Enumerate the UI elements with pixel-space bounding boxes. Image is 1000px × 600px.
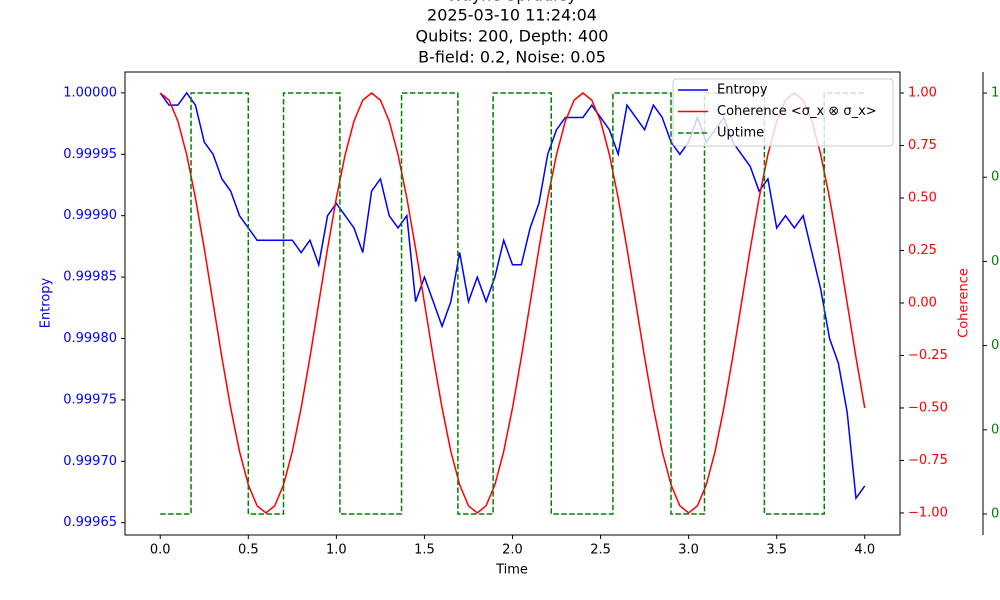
chart-title: Wayne Spradley <box>447 0 577 5</box>
legend-label: Uptime <box>717 126 764 141</box>
x-tick-label: 0.0 <box>150 543 171 558</box>
data-line <box>159 91 866 501</box>
y-tick-label: 0.99980 <box>63 331 117 346</box>
y2-tick-label: 0.00 <box>908 295 937 310</box>
y-tick-label: 0.99970 <box>63 454 117 469</box>
y3-tick-label: 0.8 <box>991 170 1000 185</box>
data-line <box>160 92 865 515</box>
y-tick-label: 0.99985 <box>63 270 117 285</box>
chart-title: 2025-03-10 11:24:04 <box>427 6 597 25</box>
chart-title: B-field: 0.2, Noise: 0.05 <box>418 48 606 67</box>
x-tick-label: 2.0 <box>502 543 523 558</box>
y3-tick-label: 0.2 <box>991 422 1000 437</box>
y3-tick-label: 1.0 <box>991 86 1000 101</box>
y2-tick-label: −0.25 <box>908 348 948 363</box>
y2-tick-label: −1.00 <box>908 505 948 520</box>
y2-tick-label: 1.00 <box>908 85 937 100</box>
x-tick-label: 3.0 <box>678 543 699 558</box>
y2-tick-label: 0.50 <box>908 190 937 205</box>
y-axis-label: Entropy <box>39 277 54 328</box>
y2-tick-label: 0.25 <box>908 243 937 258</box>
y2-axis-label: Coherence <box>957 268 972 338</box>
y2-tick-label: −0.50 <box>908 400 948 415</box>
legend-box <box>672 78 894 147</box>
y-tick-label: 0.99990 <box>63 208 117 223</box>
x-tick-label: 1.0 <box>326 543 347 558</box>
y3-tick-label: 0.4 <box>991 338 1000 353</box>
x-tick-label: 2.5 <box>590 543 611 558</box>
y-tick-label: 0.99965 <box>63 515 117 530</box>
x-axis-label: Time <box>495 563 528 578</box>
x-tick-label: 3.5 <box>766 543 787 558</box>
y-tick-label: 0.99975 <box>63 392 117 407</box>
x-tick-label: 1.5 <box>414 543 435 558</box>
y3-tick-label: 0.0 <box>991 506 1000 521</box>
y-tick-label: 0.99995 <box>63 147 117 162</box>
y3-tick-label: 0.6 <box>991 254 1000 269</box>
x-tick-label: 0.5 <box>238 543 259 558</box>
y2-tick-label: 0.75 <box>908 138 937 153</box>
legend-label: Coherence <σ_x ⊗ σ_x> <box>717 104 877 119</box>
y2-tick-label: −0.75 <box>908 453 948 468</box>
chart-title: Qubits: 200, Depth: 400 <box>416 27 609 46</box>
x-tick-label: 4.0 <box>854 543 875 558</box>
legend-label: Entropy <box>717 83 768 98</box>
y-tick-label: 1.00000 <box>63 85 117 100</box>
data-line <box>159 92 866 514</box>
